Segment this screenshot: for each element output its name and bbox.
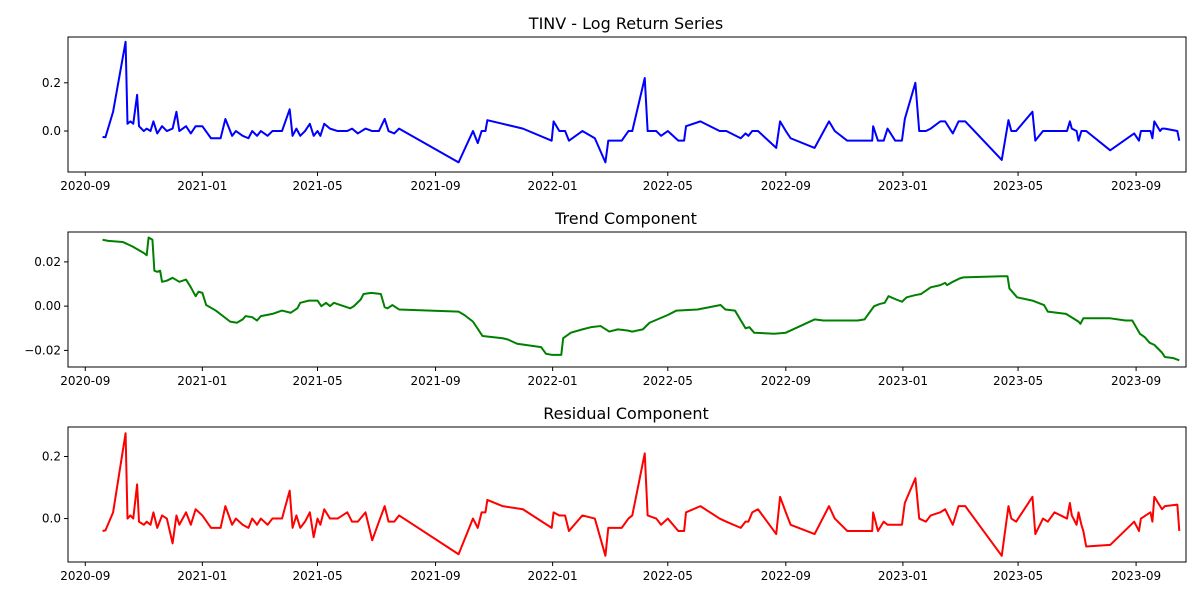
x-tick-label: 2021-09	[410, 374, 460, 388]
x-tick-label: 2021-05	[292, 374, 342, 388]
x-tick-label: 2021-09	[410, 569, 460, 583]
x-tick-label: 2023-01	[878, 179, 928, 193]
x-tick-label: 2022-01	[528, 569, 578, 583]
x-tick-label: 2023-01	[878, 569, 928, 583]
y-tick-label: 0.2	[42, 76, 61, 90]
chart-title: TINV - Log Return Series	[528, 14, 723, 33]
tick-layer: 2020-09 2021-01 2021-05 2021-09 2022-01 2022-…	[42, 449, 1161, 583]
subplot-trend: Trend Component 2020-09 2021-01 2021-05 202…	[24, 209, 1187, 388]
chart-title: Residual Component	[543, 404, 709, 423]
x-tick-label: 2022-09	[761, 569, 811, 583]
subplot-residual: Residual Component 2020-09 2021-01 2021-05…	[42, 404, 1187, 583]
x-tick-label: 2023-09	[1111, 374, 1161, 388]
x-tick-label: 2020-09	[60, 179, 110, 193]
x-tick-label: 2021-09	[410, 179, 460, 193]
y-tick-label: 0.0	[42, 512, 61, 526]
y-tick-label: 0.2	[42, 449, 61, 463]
axes-frame	[67, 231, 1187, 368]
axes-frame	[67, 36, 1187, 173]
x-tick-label: 2022-01	[528, 179, 578, 193]
x-tick-label: 2021-05	[292, 179, 342, 193]
x-tick-label: 2021-05	[292, 569, 342, 583]
series-layer	[102, 236, 1180, 362]
x-tick-label: 2021-01	[177, 179, 227, 193]
x-tick-label: 2023-05	[993, 374, 1043, 388]
x-tick-label: 2020-09	[60, 569, 110, 583]
x-tick-label: 2022-05	[643, 569, 693, 583]
axes-frame	[67, 426, 1187, 563]
subplot-log-return: TINV - Log Return Series 2020-09 2021-01 2…	[42, 14, 1187, 193]
series-line	[102, 40, 1181, 164]
series-layer	[102, 432, 1181, 557]
x-tick-label: 2022-05	[643, 179, 693, 193]
y-tick-label: 0.02	[34, 255, 61, 269]
x-tick-label: 2021-01	[177, 374, 227, 388]
series-layer	[102, 40, 1181, 164]
y-tick-label: 0.00	[34, 299, 61, 313]
tick-layer: 2020-09 2021-01 2021-05 2021-09 2022-01 2022-…	[24, 255, 1161, 388]
x-tick-label: 2023-05	[993, 179, 1043, 193]
x-tick-label: 2020-09	[60, 374, 110, 388]
x-tick-label: 2023-09	[1111, 179, 1161, 193]
x-tick-label: 2022-05	[643, 374, 693, 388]
tick-layer: 2020-09 2021-01 2021-05 2021-09 2022-01 2022-…	[42, 76, 1161, 193]
chart-title: Trend Component	[554, 209, 697, 228]
x-tick-label: 2021-01	[177, 569, 227, 583]
series-line	[102, 432, 1181, 557]
x-tick-label: 2023-09	[1111, 569, 1161, 583]
y-tick-label: −0.02	[24, 343, 61, 357]
series-line	[102, 236, 1180, 362]
x-tick-label: 2023-01	[878, 374, 928, 388]
y-tick-label: 0.0	[42, 124, 61, 138]
x-tick-label: 2022-09	[761, 179, 811, 193]
x-tick-label: 2022-09	[761, 374, 811, 388]
x-tick-label: 2022-01	[528, 374, 578, 388]
x-tick-label: 2023-05	[993, 569, 1043, 583]
